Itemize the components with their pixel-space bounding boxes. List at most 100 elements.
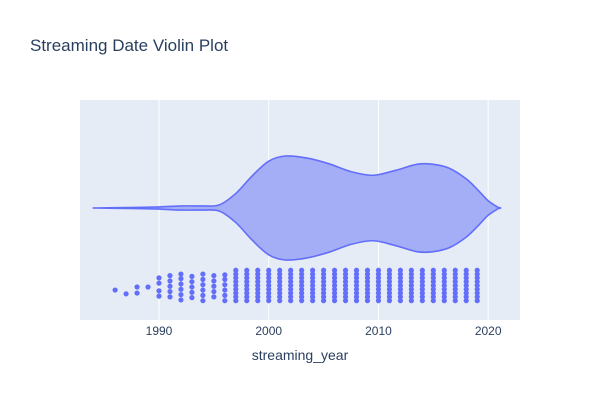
data-point	[277, 279, 283, 285]
data-point	[397, 282, 403, 289]
data-point	[244, 286, 250, 292]
data-point	[189, 279, 195, 285]
data-point	[386, 275, 393, 281]
data-point	[430, 286, 436, 292]
data-point	[408, 298, 414, 304]
data-point	[277, 282, 283, 289]
data-point	[364, 271, 371, 277]
data-point	[233, 279, 239, 285]
data-point	[320, 286, 327, 292]
data-point	[288, 267, 294, 273]
data-point	[474, 275, 480, 281]
data-point	[441, 279, 447, 285]
data-point	[408, 267, 414, 273]
data-point	[200, 298, 206, 304]
data-point	[266, 294, 272, 300]
data-point	[200, 282, 206, 288]
data-point	[452, 275, 458, 281]
data-point	[288, 275, 294, 281]
data-point	[474, 298, 480, 304]
data-point	[430, 267, 436, 273]
data-point	[266, 271, 272, 277]
chart-title: Streaming Date Violin Plot	[30, 36, 228, 55]
data-point	[310, 267, 316, 273]
data-point	[331, 294, 338, 300]
data-point	[463, 286, 469, 292]
data-point	[441, 290, 447, 296]
data-point	[353, 290, 360, 296]
data-point	[452, 294, 458, 300]
data-point	[342, 294, 349, 300]
data-point	[474, 267, 480, 273]
data-point	[255, 290, 261, 296]
data-point	[408, 286, 414, 292]
data-point	[452, 271, 458, 277]
data-point	[189, 273, 195, 279]
data-point	[397, 271, 403, 277]
data-point	[288, 298, 294, 304]
data-point	[244, 290, 250, 296]
data-point	[441, 294, 447, 300]
data-point	[419, 271, 425, 277]
data-point	[386, 282, 393, 289]
data-point	[386, 294, 393, 300]
data-point	[419, 286, 425, 292]
data-point	[320, 275, 327, 281]
data-point	[167, 273, 173, 279]
data-point	[364, 282, 371, 289]
data-point	[397, 290, 403, 296]
data-point	[441, 286, 447, 292]
data-point	[364, 267, 371, 273]
data-point	[211, 278, 217, 284]
data-point	[331, 298, 338, 304]
data-point	[463, 294, 469, 300]
data-point	[167, 283, 173, 289]
data-point	[255, 298, 261, 304]
data-point	[266, 298, 272, 304]
data-point	[222, 292, 228, 298]
data-point	[331, 282, 338, 289]
data-point	[244, 267, 250, 273]
data-point	[430, 271, 436, 277]
data-point	[233, 298, 239, 304]
data-point	[430, 279, 436, 285]
data-point	[441, 282, 447, 289]
data-point	[397, 275, 403, 281]
data-point	[474, 282, 480, 289]
data-point	[200, 276, 206, 282]
data-point	[463, 267, 469, 273]
data-point	[233, 282, 239, 289]
data-point	[299, 279, 305, 285]
data-point	[266, 282, 272, 289]
data-point	[255, 271, 261, 277]
x-tick-label: 2020	[475, 324, 502, 338]
data-point	[331, 279, 338, 285]
data-point	[353, 282, 360, 289]
data-point	[386, 286, 393, 292]
data-point	[167, 278, 173, 284]
data-point	[452, 298, 458, 304]
data-point	[397, 279, 403, 285]
x-tick-label: 2010	[365, 324, 392, 338]
data-point	[277, 298, 283, 304]
data-point	[342, 279, 349, 285]
data-point	[375, 298, 382, 304]
data-point	[430, 290, 436, 296]
data-point	[397, 298, 403, 304]
data-point	[397, 294, 403, 300]
data-point	[200, 292, 206, 298]
data-point	[331, 286, 338, 292]
data-point	[310, 275, 316, 281]
data-point	[222, 272, 228, 278]
data-point	[310, 282, 316, 289]
data-point	[474, 279, 480, 285]
data-point	[331, 290, 338, 296]
data-point	[386, 271, 393, 277]
data-point	[463, 279, 469, 285]
data-point	[299, 271, 305, 277]
data-point	[430, 275, 436, 281]
data-point	[288, 290, 294, 296]
data-point	[134, 284, 140, 290]
data-point	[353, 279, 360, 285]
